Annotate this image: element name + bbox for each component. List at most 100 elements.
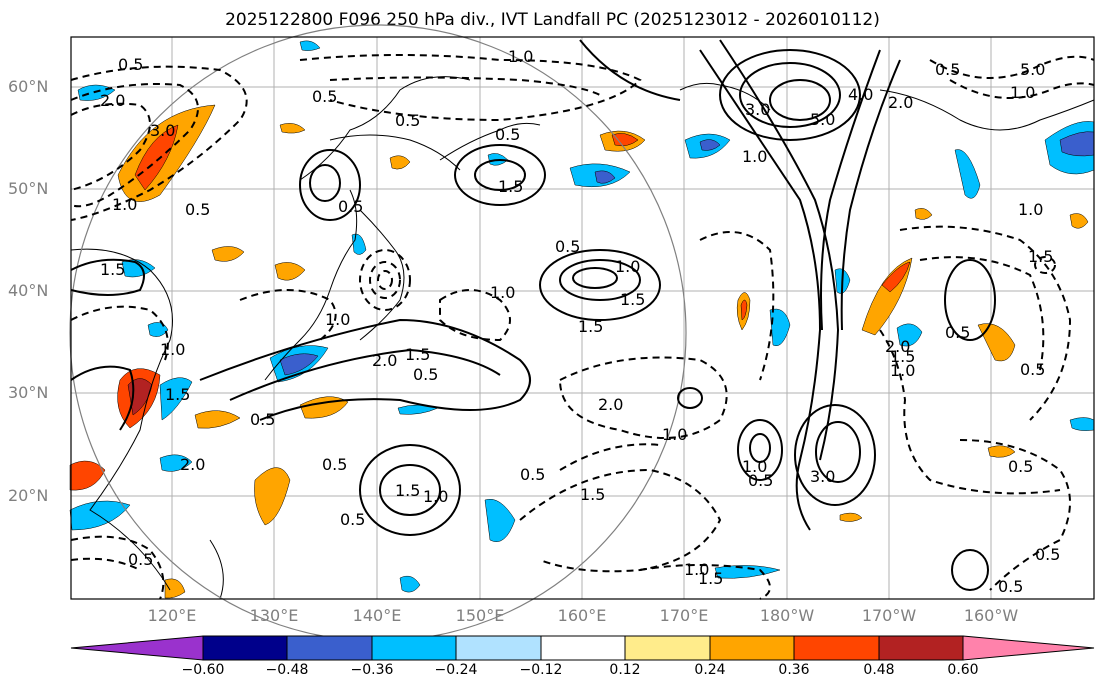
colorbar-tick: −0.12 xyxy=(519,662,563,678)
contour-label: 1.0 xyxy=(160,340,185,359)
contour-label: 0.5 xyxy=(998,577,1023,596)
contour-label: 0.5 xyxy=(1035,545,1060,564)
contour-label: 0.5 xyxy=(128,550,153,569)
contour-label: 1.5 xyxy=(698,569,723,588)
coastlines xyxy=(70,76,1095,600)
lon-label-170w: 170°W xyxy=(861,606,917,625)
contour-label: 5.0 xyxy=(1020,60,1045,79)
contour-label: 3.0 xyxy=(150,121,175,140)
contour-label: 3.0 xyxy=(745,100,770,119)
contour-label: 5.0 xyxy=(810,110,835,129)
colorbar-bin xyxy=(455,635,542,661)
contour-label: 1.5 xyxy=(100,260,125,279)
colorbar-tick: 0.12 xyxy=(609,662,641,678)
divergence-shading xyxy=(69,40,1095,599)
lon-label-160w: 160°W xyxy=(963,606,1019,625)
contour-label: 1.5 xyxy=(405,345,430,364)
contour-label: 0.5 xyxy=(413,365,438,384)
contour-label: 1.0 xyxy=(423,487,448,506)
contour-label: 1.5 xyxy=(578,317,603,336)
colorbar-bin xyxy=(878,635,964,661)
colorbar-bin xyxy=(793,635,880,661)
contour-label: 0.5 xyxy=(118,55,143,74)
contour-label: 1.0 xyxy=(890,361,915,380)
colorbar xyxy=(70,635,1095,661)
lat-label-40n: 40°N xyxy=(8,281,49,300)
contour-label: 0.5 xyxy=(935,60,960,79)
contour-label: 0.5 xyxy=(555,237,580,256)
contour-label: 1.5 xyxy=(890,347,915,366)
lon-label-130e: 130°E xyxy=(249,606,299,625)
colorbar-bin xyxy=(709,635,795,661)
colorbar-tick: −0.36 xyxy=(350,662,394,678)
contour-label: 0.5 xyxy=(322,455,347,474)
colorbar-tick: 0.60 xyxy=(947,662,979,678)
contour-label: 1.0 xyxy=(508,47,533,66)
contour-label: 0.5 xyxy=(340,510,365,529)
contour-label: 0.5 xyxy=(185,200,210,219)
lon-label-160e: 160°E xyxy=(557,606,607,625)
colorbar-bin xyxy=(286,635,373,661)
colorbar-high-arrow xyxy=(962,635,1095,661)
colorbar-bin xyxy=(371,635,457,661)
colorbar-tick: −0.48 xyxy=(265,662,309,678)
contour-label: 2.0 xyxy=(888,93,913,112)
solid-contours xyxy=(70,39,996,591)
contour-label: 0.5 xyxy=(520,465,545,484)
plot-frame xyxy=(70,36,1095,600)
dashed-contours xyxy=(70,54,1095,600)
contour-label: 0.5 xyxy=(250,410,275,429)
lat-label-60n: 60°N xyxy=(8,77,49,96)
lon-label-140e: 140°E xyxy=(352,606,402,625)
lat-label-30n: 30°N xyxy=(8,383,49,402)
contour-label: 1.5 xyxy=(580,485,605,504)
contour-label: 0.5 xyxy=(338,197,363,216)
colorbar-tick: −0.24 xyxy=(434,662,478,678)
lon-label-180w: 180°W xyxy=(759,606,815,625)
lon-label-120e: 120°E xyxy=(147,606,197,625)
colorbar-tick: 0.36 xyxy=(778,662,810,678)
contour-label: 0.5 xyxy=(312,87,337,106)
colorbar-bin xyxy=(202,635,288,661)
contour-label: 2.0 xyxy=(180,455,205,474)
contour-label: 1.5 xyxy=(165,385,190,404)
contour-label: 1.0 xyxy=(490,283,515,302)
contour-label: 3.0 xyxy=(810,467,835,486)
colorbar-bin xyxy=(540,635,626,661)
contour-label: 1.5 xyxy=(620,290,645,309)
contour-label: 1.0 xyxy=(325,310,350,329)
colorbar-tick: 0.48 xyxy=(863,662,895,678)
contour-label: 1.0 xyxy=(684,560,709,579)
contour-label: 2.0 xyxy=(598,395,623,414)
contour-label: 2.0 xyxy=(885,337,910,356)
colorbar-low-arrow xyxy=(70,635,204,661)
contour-label: 1.5 xyxy=(498,177,523,196)
contour-label: 1.0 xyxy=(615,257,640,276)
colorbar-tick: 0.24 xyxy=(694,662,726,678)
contour-label: 0.5 xyxy=(1020,360,1045,379)
colorbar-tick: −0.60 xyxy=(181,662,225,678)
contour-label: 1.0 xyxy=(112,195,137,214)
contour-label: 0.5 xyxy=(495,125,520,144)
contour-label: 0.5 xyxy=(395,111,420,130)
contour-label: 1.0 xyxy=(1018,200,1043,219)
contour-label: 1.0 xyxy=(1010,83,1035,102)
lat-label-50n: 50°N xyxy=(8,179,49,198)
lon-label-150e: 150°E xyxy=(455,606,505,625)
contour-label: 1.0 xyxy=(742,147,767,166)
contour-label: 1.0 xyxy=(662,425,687,444)
contour-label: 2.0 xyxy=(372,351,397,370)
lon-label-170e: 170°E xyxy=(659,606,709,625)
contour-label: 0.5 xyxy=(945,323,970,342)
contour-label: 2.0 xyxy=(100,91,125,110)
lat-label-20n: 20°N xyxy=(8,486,49,505)
contour-label: 4.0 xyxy=(848,85,873,104)
contour-label: 1.5 xyxy=(395,481,420,500)
colorbar-bin xyxy=(624,635,711,661)
contour-label: 1.0 xyxy=(742,457,767,476)
contour-labels: 0.5 1.0 0.5 0.5 0.5 1.5 2.0 3.0 1.0 0.5 … xyxy=(100,47,1060,596)
contour-label: 0.5 xyxy=(1008,457,1033,476)
contour-label: 1.5 xyxy=(1028,247,1053,266)
contour-label: 0.5 xyxy=(748,471,773,490)
